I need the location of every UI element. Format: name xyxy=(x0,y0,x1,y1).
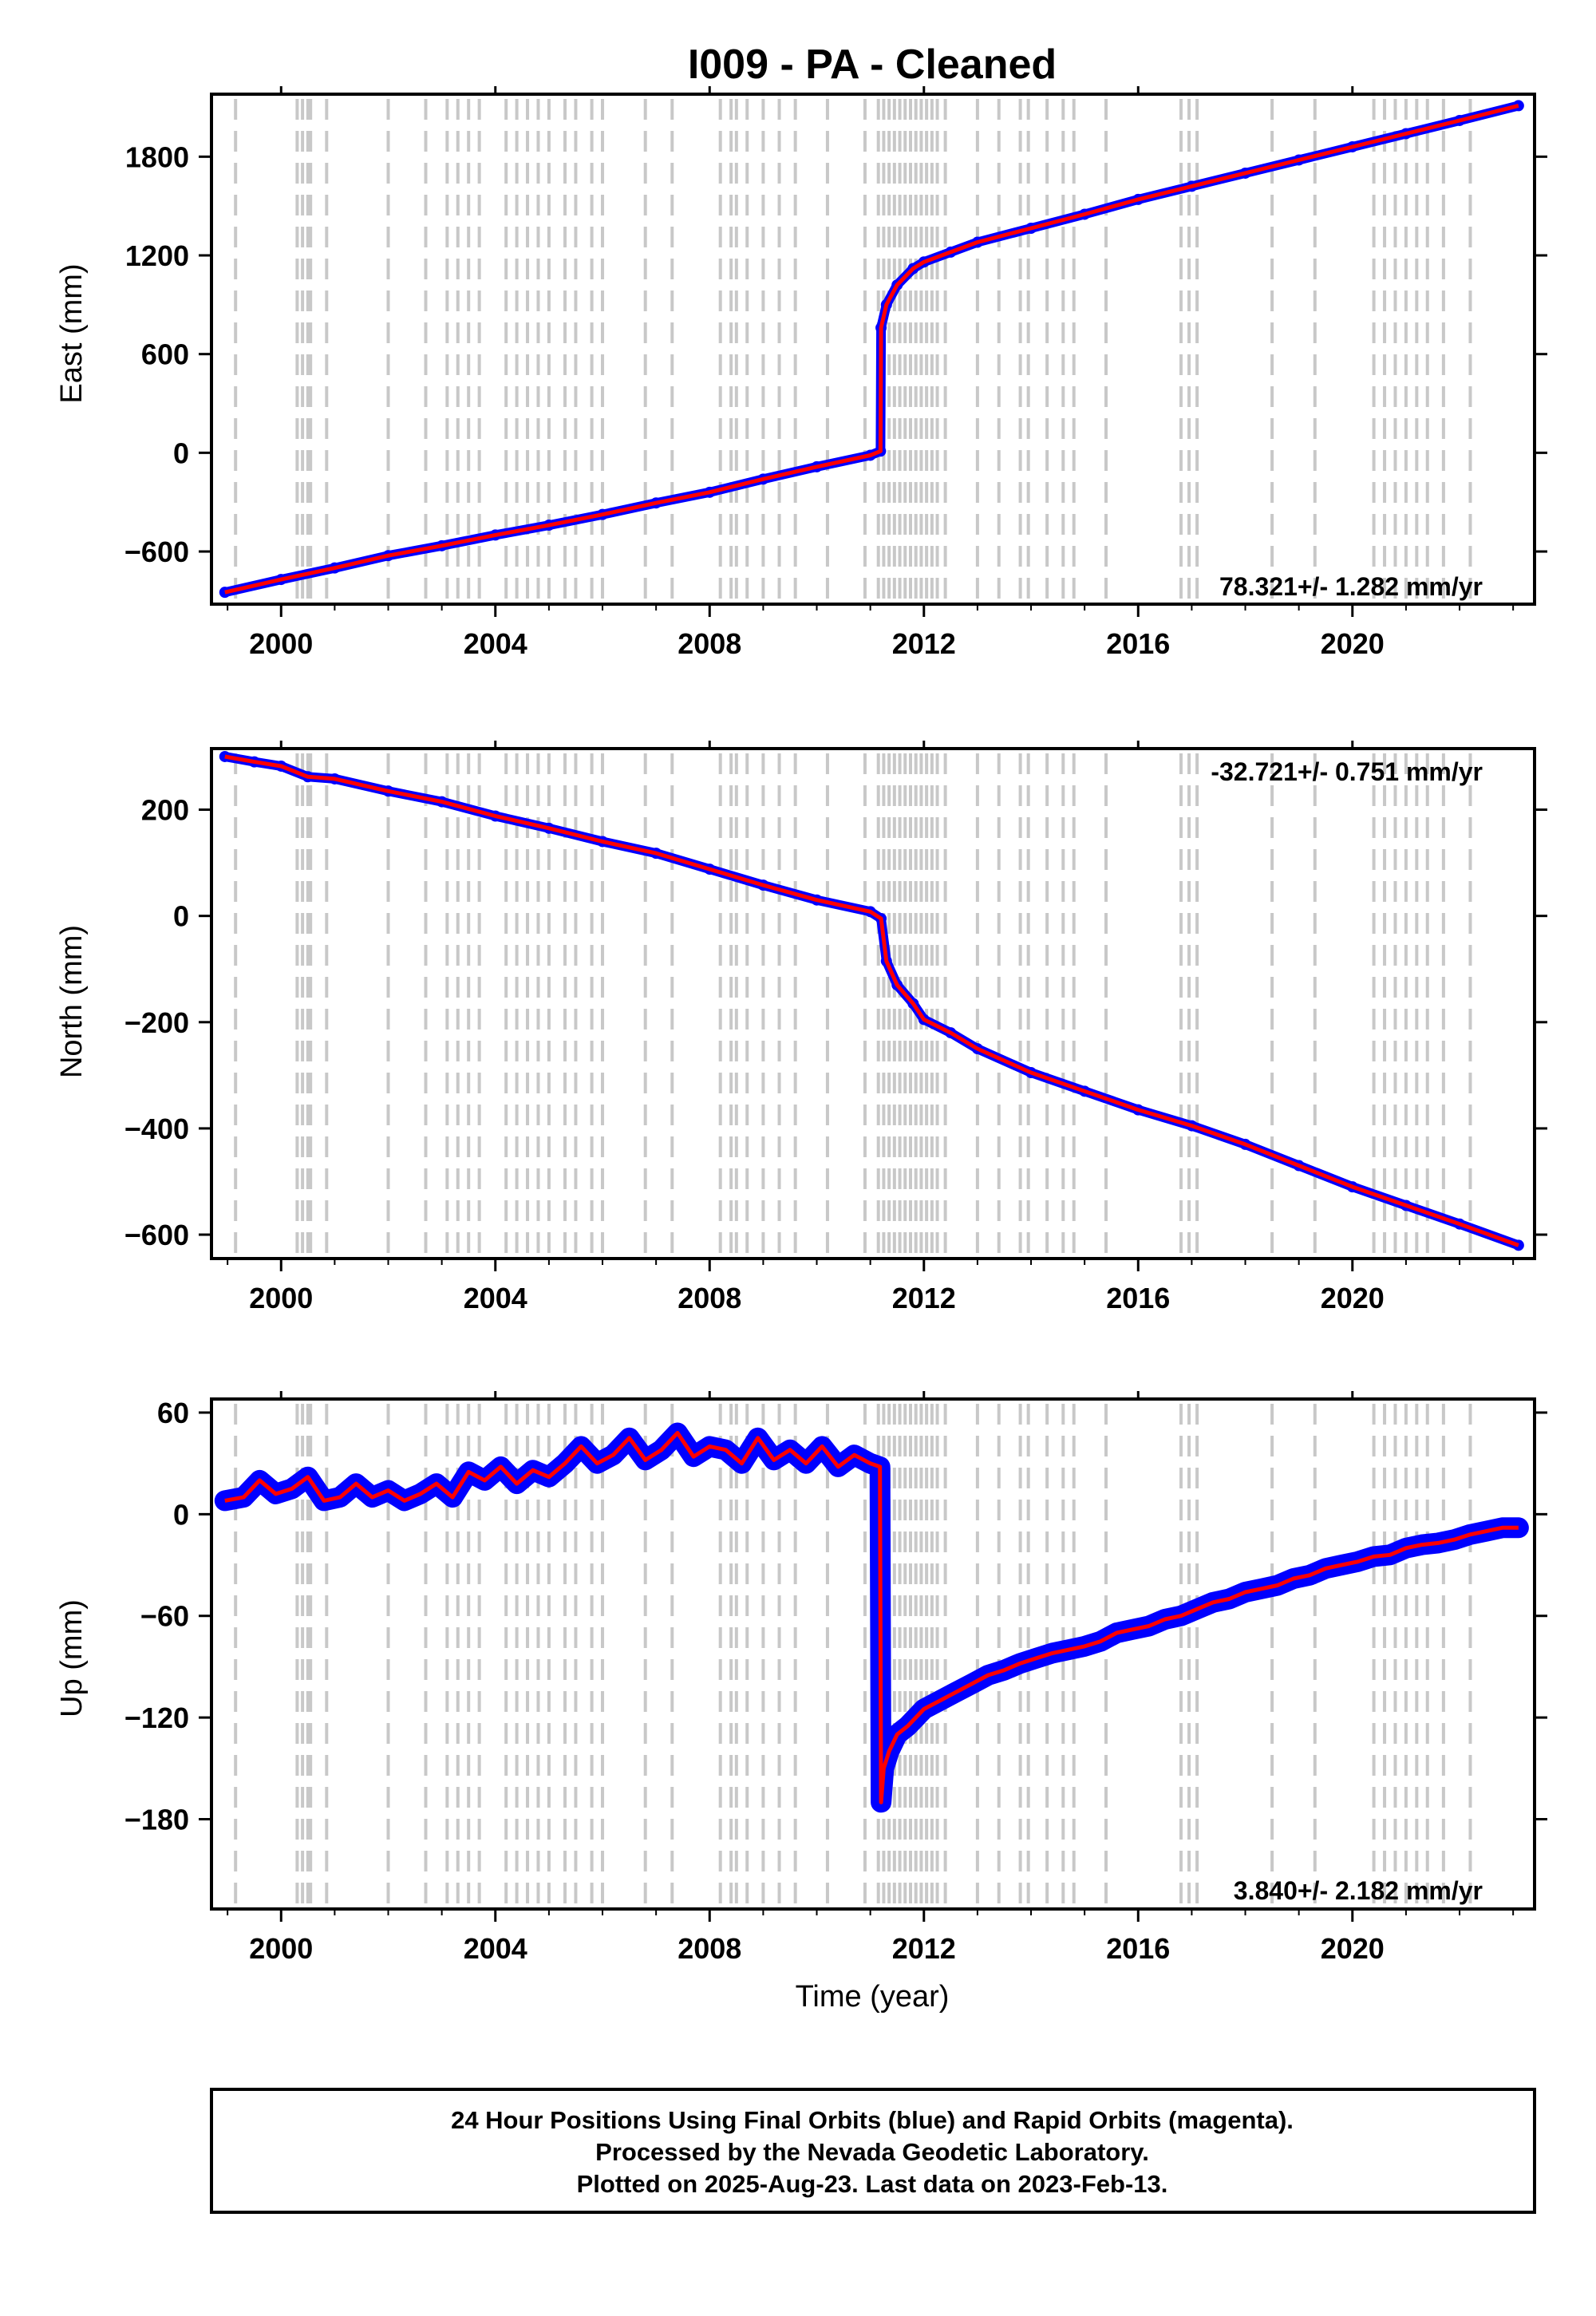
plot-frame xyxy=(210,93,1536,606)
x-tick-label-4: 2016 xyxy=(1106,1932,1170,1965)
y-tick-label-0: −600 xyxy=(124,1219,189,1251)
y-tick-label-3: 0 xyxy=(173,1498,189,1531)
up-rate-label: 3.840+/- 2.182 mm/yr xyxy=(1234,1876,1483,1905)
y-tick-label-2: 600 xyxy=(141,338,189,371)
x-tick-label-3: 2012 xyxy=(892,627,956,660)
x-tick-label-1: 2004 xyxy=(464,1932,527,1965)
y-tick-label-2: −60 xyxy=(140,1600,189,1633)
north-rate-label: -32.721+/- 0.751 mm/yr xyxy=(1211,757,1483,786)
time-axis-label: Time (year) xyxy=(796,1980,950,2014)
y-tick-label-0: −180 xyxy=(124,1803,189,1836)
y-tick-label-1: −400 xyxy=(124,1113,189,1145)
footer-line-2: Processed by the Nevada Geodetic Laborat… xyxy=(595,2138,1149,2166)
up-panel: 2000 2004 2008 2012 2016 2020 −180 −120 −60 0 60 U… xyxy=(55,1391,1547,2014)
y-tick-label-2: −200 xyxy=(124,1006,189,1039)
data-point-0 xyxy=(219,587,231,599)
footer-line-3: Plotted on 2025-Aug-23. Last data on 202… xyxy=(577,2170,1168,2198)
north-panel: 2000 2004 2008 2012 2016 2020 −600 −400 −200 0 200… xyxy=(55,741,1547,1314)
east-rate-label: 78.321+/- 1.282 mm/yr xyxy=(1219,572,1483,601)
x-tick-label-5: 2020 xyxy=(1321,1282,1385,1314)
east-panel: 2000 2004 2008 2012 2016 2020 −600 0 600 1200 1800… xyxy=(55,86,1547,660)
x-tick-label-5: 2020 xyxy=(1321,627,1385,660)
x-tick-label-1: 2004 xyxy=(464,627,527,660)
x-tick-label-4: 2016 xyxy=(1106,1282,1170,1314)
model-line xyxy=(224,103,1519,595)
x-tick-label-3: 2012 xyxy=(892,1932,956,1965)
y-tick-label-1: 0 xyxy=(173,437,189,469)
x-tick-label-1: 2004 xyxy=(464,1282,527,1314)
data-points-band xyxy=(219,101,1523,598)
x-tick-label-0: 2000 xyxy=(249,1932,313,1965)
y-tick-label-0: −600 xyxy=(124,536,189,568)
data-points-band xyxy=(219,752,1523,1251)
x-tick-label-2: 2008 xyxy=(678,1282,741,1314)
x-tick-label-0: 2000 xyxy=(249,627,313,660)
y-tick-label-1: −120 xyxy=(124,1701,189,1734)
data-point-0 xyxy=(219,750,231,762)
y-tick-label-4: 200 xyxy=(141,794,189,827)
footer-line-1: 24 Hour Positions Using Final Orbits (bl… xyxy=(451,2106,1294,2134)
up-axis-label: Up (mm) xyxy=(55,1599,89,1717)
data-point-0 xyxy=(217,1493,232,1508)
y-tick-label-3: 1200 xyxy=(125,239,189,272)
x-tick-label-2: 2008 xyxy=(678,627,741,660)
model-line xyxy=(224,754,1519,1247)
x-tick-label-3: 2012 xyxy=(892,1282,956,1314)
plot-frame xyxy=(210,747,1536,1260)
north-axis-label: North (mm) xyxy=(55,925,89,1078)
east-axis-label: East (mm) xyxy=(55,263,89,403)
y-tick-label-4: 60 xyxy=(157,1397,189,1429)
y-tick-label-3: 0 xyxy=(173,900,189,933)
x-tick-label-5: 2020 xyxy=(1321,1932,1385,1965)
chart-title: I009 - PA - Cleaned xyxy=(688,41,1057,88)
x-tick-label-4: 2016 xyxy=(1106,627,1170,660)
model-line xyxy=(224,1431,1519,1804)
footer-box: 24 Hour Positions Using Final Orbits (bl… xyxy=(210,2088,1536,2214)
plot-frame xyxy=(210,1397,1536,1911)
footer-frame xyxy=(210,2088,1536,2214)
x-tick-label-2: 2008 xyxy=(678,1932,741,1965)
x-tick-label-0: 2000 xyxy=(249,1282,313,1314)
y-tick-label-4: 1800 xyxy=(125,140,189,173)
